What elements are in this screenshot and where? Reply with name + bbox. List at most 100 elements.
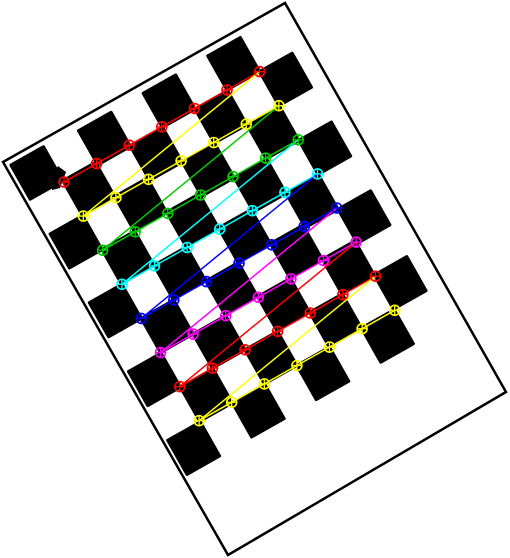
corner-marker — [317, 254, 330, 267]
corner-link-line — [265, 139, 299, 159]
corner-link-line — [200, 175, 234, 196]
corner-link-line — [161, 107, 195, 128]
corner-link-line — [303, 207, 338, 228]
corner-marker — [298, 220, 311, 233]
corner-marker — [156, 121, 168, 133]
corner-link-line — [212, 349, 246, 369]
corner-link-line — [213, 123, 247, 144]
corner-link-line — [128, 126, 163, 146]
corner-marker — [123, 139, 135, 151]
corner-marker — [252, 291, 265, 304]
corner-marker — [110, 191, 122, 204]
corner-link-line — [219, 210, 253, 230]
corner-marker — [207, 136, 220, 149]
corner-marker — [96, 244, 109, 256]
corner-link-line — [198, 401, 233, 422]
corner-marker — [369, 270, 382, 283]
corner-link-line — [160, 333, 194, 354]
corner-link-line — [284, 173, 318, 193]
corner-marker — [213, 223, 226, 235]
corner-link-line — [194, 89, 228, 110]
corner-marker — [350, 236, 362, 248]
corner-marker — [273, 99, 285, 112]
corner-link-line — [277, 312, 311, 333]
corner-marker — [200, 275, 213, 288]
checker-squares — [9, 36, 428, 476]
corner-link-line — [257, 278, 292, 298]
corner-marker — [292, 134, 305, 146]
corner-link-line — [225, 296, 259, 317]
corner-marker — [265, 239, 278, 251]
corner-link-line — [160, 207, 338, 354]
checker-square — [336, 189, 392, 245]
corner-marker — [227, 170, 239, 183]
corner-marker — [291, 359, 303, 372]
corner-marker — [174, 380, 186, 393]
corner-link-line — [148, 160, 182, 180]
corner-link-line — [140, 173, 318, 319]
corner-marker — [246, 204, 259, 217]
corner-marker — [285, 273, 297, 285]
corner-link-line — [167, 194, 201, 215]
corner-link-line — [96, 144, 130, 165]
corner-link-line — [342, 275, 376, 296]
corner-marker — [58, 176, 70, 188]
corner-link-line — [226, 70, 260, 91]
corner-marker — [162, 207, 174, 220]
checker-square — [372, 255, 428, 311]
checker-square — [297, 120, 353, 176]
corner-marker — [221, 84, 233, 96]
corner-marker — [135, 312, 147, 325]
corner-link-line — [206, 262, 240, 283]
checker-square — [360, 308, 415, 364]
corner-connection-lines — [63, 70, 396, 422]
corner-marker — [259, 152, 272, 164]
corner-link-line — [173, 280, 207, 301]
corner-link-line — [263, 364, 298, 385]
checker-square — [166, 420, 222, 476]
corner-marker — [219, 309, 232, 322]
corner-link-line — [179, 241, 357, 388]
corner-marker — [240, 118, 253, 130]
corner-marker — [206, 362, 219, 375]
corner-link-line — [180, 141, 215, 162]
corner-marker — [187, 328, 199, 340]
corner-link-line — [154, 246, 188, 267]
corner-link-line — [102, 105, 280, 251]
corner-link-line — [323, 241, 357, 262]
corner-marker — [142, 173, 155, 186]
corner-link-line — [238, 244, 272, 264]
corner-link-line — [134, 212, 169, 233]
corner-marker — [148, 260, 161, 272]
corner-link-line — [329, 328, 363, 348]
corner-link-line — [102, 231, 136, 251]
corner-link-line — [82, 197, 117, 217]
corner-link-line — [290, 259, 324, 280]
corner-marker — [356, 322, 368, 335]
corner-marker — [77, 210, 90, 222]
corner-marker — [279, 186, 291, 199]
corner-marker — [154, 346, 167, 359]
corner-marker — [90, 157, 103, 170]
corner-link-line — [63, 162, 97, 183]
corner-marker — [253, 65, 266, 78]
corner-link-line — [192, 315, 227, 335]
corner-link-line — [121, 139, 299, 285]
corner-link-line — [115, 178, 149, 199]
corner-marker — [168, 294, 180, 306]
corner-link-line — [140, 299, 175, 320]
corner-link-line — [251, 191, 286, 212]
corner-marker — [304, 307, 317, 319]
checker-square — [230, 383, 286, 439]
corner-marker — [193, 414, 205, 427]
corner-marker — [181, 241, 193, 254]
corner-link-line — [186, 228, 221, 249]
corner-link-line — [232, 157, 266, 178]
corner-marker — [188, 102, 201, 115]
corner-marker — [233, 257, 245, 270]
corner-marker — [129, 226, 141, 238]
corner-link-line — [198, 275, 376, 422]
